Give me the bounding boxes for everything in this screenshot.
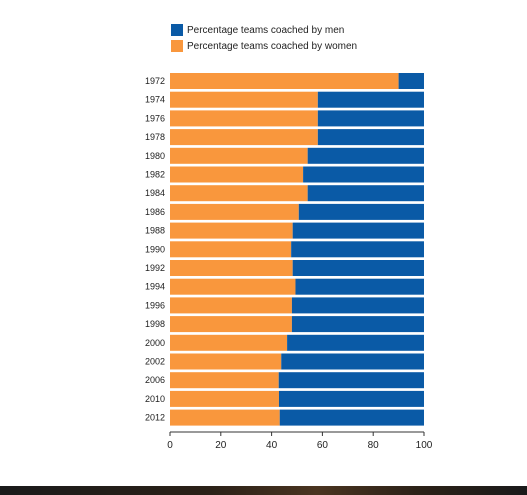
bar-men-2010 [278,390,424,407]
bar-women-1984 [170,185,308,202]
bar-women-1996 [170,297,292,314]
y-tick-label-1998: 1998 [145,319,165,329]
y-tick-label-1996: 1996 [145,300,165,310]
bar-women-1986 [170,203,299,220]
y-tick-label-1990: 1990 [145,244,165,254]
x-tick-label-20: 20 [215,440,227,451]
bar-women-1992 [170,260,293,276]
bar-women-2012 [170,409,280,426]
bar-women-2006 [170,372,279,389]
y-tick-label-2012: 2012 [145,413,165,423]
y-tick-label-2006: 2006 [145,375,165,385]
bar-men-2002 [281,353,424,370]
bar-men-1994 [295,278,424,295]
bar-men-2000 [287,334,424,351]
bar-men-1976 [317,110,424,127]
bar-women-1982 [170,166,304,183]
bar-men-2012 [279,409,424,426]
bars-group [170,73,424,426]
y-tick-label-1976: 1976 [145,113,165,123]
y-tick-label-1984: 1984 [145,188,165,198]
y-tick-labels: 1972 1974 1976 1978 1980 1982 1984 1986 1988 1990… [145,76,165,423]
bar-men-1986 [298,203,424,220]
x-tick-label-60: 60 [317,440,329,451]
y-tick-label-1994: 1994 [145,282,165,292]
bar-men-1984 [307,185,424,202]
bar-men-1974 [317,91,424,108]
legend-swatch-men [171,24,183,36]
bar-men-2006 [278,372,424,389]
bar-men-1998 [291,316,424,333]
y-tick-label-1972: 1972 [145,76,165,86]
bar-women-1978 [170,129,318,146]
bar-women-2000 [170,334,288,351]
bar-men-1996 [291,297,424,314]
bar-women-1974 [170,91,318,108]
bar-men-1978 [317,129,424,146]
x-axis: 0 20 40 60 80 100 [167,431,433,451]
bar-women-1980 [170,147,308,164]
bottom-band [0,486,527,495]
x-tick-label-0: 0 [167,440,173,451]
legend-label-women: Percentage teams coached by women [187,40,358,52]
legend-swatch-women [171,40,183,52]
y-tick-label-1974: 1974 [145,95,165,105]
bar-men-1980 [307,147,424,164]
y-tick-label-1992: 1992 [145,263,165,273]
y-tick-label-2010: 2010 [145,394,165,404]
y-tick-label-1982: 1982 [145,170,165,180]
bar-women-1988 [170,222,293,239]
bar-men-1982 [303,166,424,183]
bar-men-1990 [291,241,424,258]
y-tick-label-1980: 1980 [145,151,165,161]
bar-men-1992 [292,260,424,276]
bar-women-1998 [170,316,292,333]
bar-women-1972 [170,73,399,89]
x-tick-label-40: 40 [266,440,278,451]
bar-women-1994 [170,278,296,295]
legend-item-men: Percentage teams coached by men [171,22,357,38]
legend-label-men: Percentage teams coached by men [187,24,345,36]
x-tick-label-100: 100 [416,440,433,451]
y-tick-label-2000: 2000 [145,338,165,348]
y-tick-label-1986: 1986 [145,207,165,217]
bar-women-2002 [170,353,282,370]
bar-women-1976 [170,110,318,127]
x-tick-label-80: 80 [368,440,380,451]
y-tick-label-2002: 2002 [145,357,165,367]
bar-men-1972 [398,73,424,89]
bar-men-1988 [292,222,424,239]
legend-item-women: Percentage teams coached by women [171,38,357,54]
y-tick-label-1978: 1978 [145,132,165,142]
bar-women-2010 [170,390,279,407]
bar-women-1990 [170,241,292,258]
y-tick-label-1988: 1988 [145,226,165,236]
legend: Percentage teams coached by men Percenta… [171,22,357,54]
